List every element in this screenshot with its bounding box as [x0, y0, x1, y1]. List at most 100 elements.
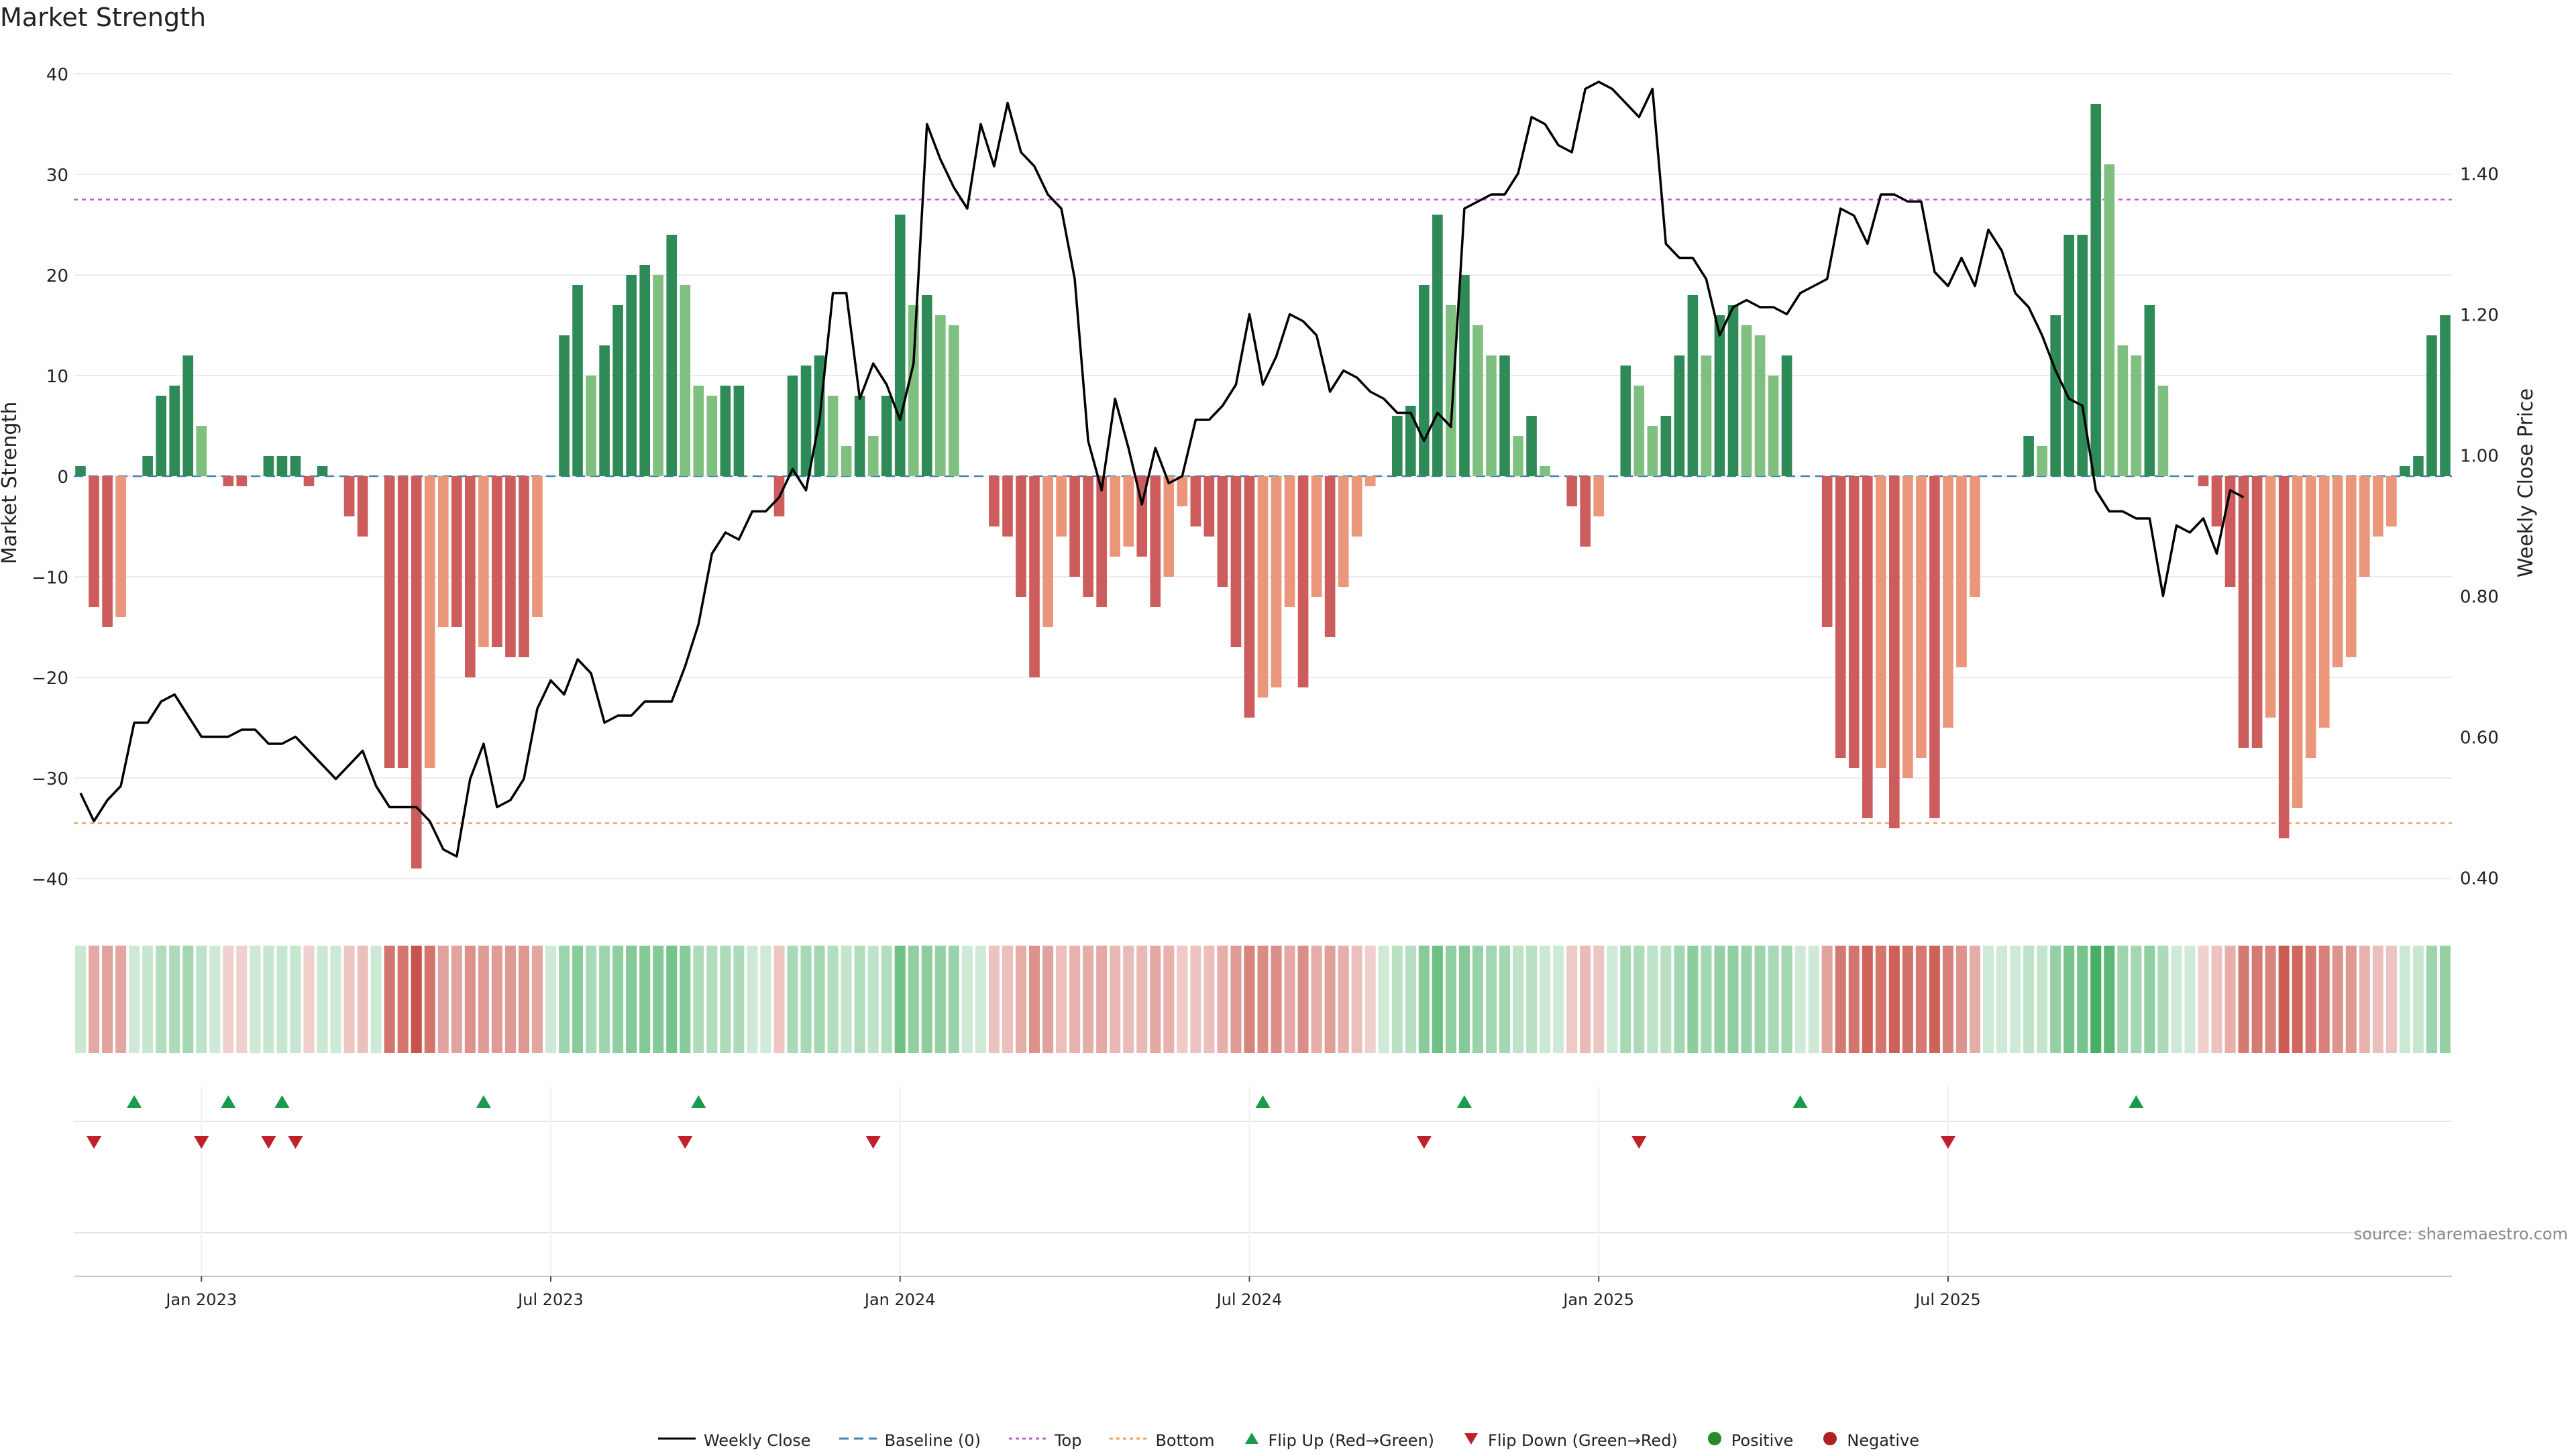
- strength-bar: [1929, 476, 1940, 818]
- strength-bar: [2318, 476, 2330, 728]
- strength-bar: [1177, 476, 1188, 506]
- legend-swatch-baseline: [838, 1431, 878, 1451]
- heat-cell: [599, 946, 610, 1053]
- flip-up-marker: [1456, 1095, 1472, 1108]
- x-axis: Jan 2023 Jul 2023 Jan 2024 Jul 2024 Jan 2025…: [74, 1276, 2452, 1309]
- heat-cell: [2238, 946, 2249, 1053]
- heat-cell: [1271, 946, 1282, 1053]
- strength-bar: [1391, 416, 1403, 476]
- strength-bar: [1714, 315, 1725, 476]
- legend-label: Baseline (0): [884, 1431, 981, 1450]
- strength-bar: [626, 275, 637, 476]
- heat-cell: [867, 946, 879, 1053]
- heat-cell: [2332, 946, 2343, 1053]
- strength-bar: [1217, 476, 1228, 587]
- strength-bar: [1674, 355, 1685, 476]
- strength-bar: [1902, 476, 1913, 778]
- strength-bar: [1687, 295, 1699, 476]
- heat-cell: [384, 946, 395, 1053]
- heat-cell: [1969, 946, 1981, 1053]
- heat-cell: [1862, 946, 1873, 1053]
- strength-bar: [303, 476, 315, 486]
- flip-down-marker: [261, 1136, 276, 1149]
- strength-bar: [411, 476, 422, 869]
- heat-cell: [760, 946, 771, 1053]
- flip-down-marker: [1631, 1136, 1647, 1149]
- heat-cell: [1257, 946, 1269, 1053]
- heat-cell: [1150, 946, 1161, 1053]
- heat-cell: [1458, 946, 1470, 1053]
- heat-cell: [1620, 946, 1631, 1053]
- heat-cell: [223, 946, 234, 1053]
- heat-cell: [1593, 946, 1605, 1053]
- strength-bar: [156, 396, 166, 476]
- strength-bar: [115, 476, 126, 617]
- strength-bar: [881, 396, 892, 476]
- heat-cell: [814, 946, 825, 1053]
- heat-cell: [2426, 946, 2437, 1053]
- heat-cell: [2318, 946, 2330, 1053]
- heat-cell: [841, 946, 852, 1053]
- y-tick-label: −10: [32, 568, 68, 588]
- heat-cell: [1647, 946, 1658, 1053]
- heat-cell: [1915, 946, 1927, 1053]
- strength-bar: [317, 466, 328, 476]
- heat-cell: [1580, 946, 1591, 1053]
- y-tick-label: −20: [32, 669, 68, 689]
- heat-cell: [142, 946, 154, 1053]
- heat-cell: [343, 946, 355, 1053]
- heat-cell: [2131, 946, 2142, 1053]
- strength-bar: [1781, 355, 1792, 476]
- heat-cell: [1056, 946, 1067, 1053]
- close-price-line: [79, 80, 2245, 858]
- strength-bar: [572, 285, 583, 476]
- strength-bar: [2117, 345, 2129, 476]
- heat-cell: [975, 946, 986, 1053]
- heat-cell: [2278, 946, 2290, 1053]
- strength-bar: [223, 476, 234, 486]
- strength-bar: [169, 386, 180, 476]
- strength-bar: [1419, 285, 1430, 476]
- strength-bar: [1741, 325, 1752, 476]
- y-axis-label: Market Strength: [0, 402, 21, 564]
- legend-item-baseline: Baseline (0): [838, 1431, 981, 1451]
- strength-bar: [867, 436, 879, 476]
- strength-bar: [2063, 235, 2075, 476]
- strength-bar: [1351, 476, 1362, 537]
- heat-cell: [1391, 946, 1403, 1053]
- strength-bar: [854, 396, 865, 476]
- heat-cell: [1230, 946, 1242, 1053]
- strength-bar: [921, 295, 932, 476]
- heat-cell: [2251, 946, 2263, 1053]
- legend-label: Weekly Close: [703, 1431, 811, 1450]
- heat-cell: [75, 946, 87, 1053]
- strength-bar: [1244, 476, 1255, 718]
- heat-cell: [1607, 946, 1618, 1053]
- strength-bar: [908, 305, 919, 476]
- strength-bar: [1754, 335, 1766, 476]
- strength-bar: [2131, 355, 2142, 476]
- strength-bar: [1862, 476, 1873, 818]
- strength-bar: [1284, 476, 1295, 607]
- y-tick-label: 20: [46, 266, 68, 286]
- strength-bar: [1364, 476, 1376, 486]
- strength-bar: [290, 456, 301, 476]
- heat-cell: [653, 946, 664, 1053]
- flip-down-marker: [194, 1136, 209, 1149]
- heat-cell: [397, 946, 409, 1053]
- heat-cell: [908, 946, 919, 1053]
- heat-cell: [1351, 946, 1362, 1053]
- strength-bar: [2144, 305, 2155, 476]
- strength-bar: [1042, 476, 1053, 627]
- strength-bar: [1727, 305, 1739, 476]
- strength-bar: [1970, 476, 1980, 597]
- heat-cell: [1485, 946, 1497, 1053]
- heat-cell: [1540, 946, 1551, 1053]
- heat-cell: [1902, 946, 1913, 1053]
- legend-item-close: Weekly Close: [657, 1431, 811, 1451]
- strength-bar: [2292, 476, 2303, 808]
- heat-cell: [639, 946, 651, 1053]
- heat-cell: [2372, 946, 2383, 1053]
- strength-bars: [75, 104, 2451, 869]
- strength-bar: [196, 426, 207, 476]
